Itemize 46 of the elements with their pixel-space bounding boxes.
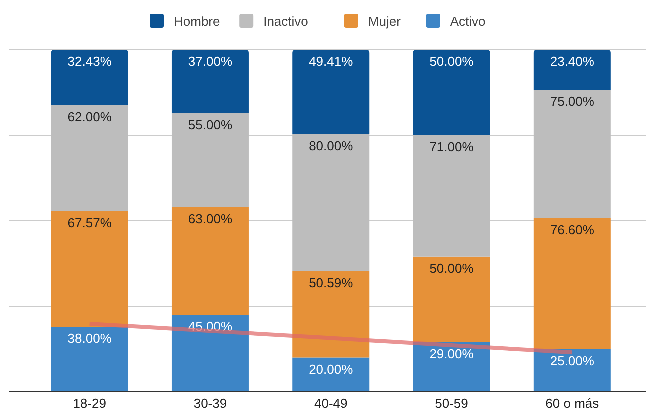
bar	[51, 105, 128, 212]
x-tick-label: 30-39	[194, 396, 228, 410]
data-label: 49.41%	[309, 54, 354, 69]
data-label: 20.00%	[309, 362, 354, 377]
data-label: 50.00%	[430, 260, 474, 276]
bar	[534, 90, 611, 218]
data-label: 25.00%	[550, 353, 595, 368]
legend-label: Mujer	[368, 14, 402, 29]
x-tick-label: 60 o más	[546, 396, 600, 410]
bar	[292, 271, 370, 358]
bar	[413, 136, 490, 257]
bar	[413, 50, 490, 136]
data-label: 50.00%	[430, 54, 474, 69]
bar	[292, 50, 370, 134]
data-label: 80.00%	[309, 138, 354, 154]
legend-label: Inactivo	[264, 14, 308, 29]
data-label: 62.00%	[68, 109, 112, 124]
data-label: 38.00%	[68, 331, 112, 346]
data-label: 29.00%	[430, 346, 474, 362]
bar	[51, 50, 128, 106]
bar	[172, 113, 249, 208]
x-tick-label: 40-49	[314, 396, 348, 410]
bar	[292, 358, 370, 392]
bar	[413, 256, 490, 342]
x-tick-label: 18-29	[73, 396, 106, 410]
data-label: 37.00%	[188, 54, 233, 69]
data-label: 63.00%	[188, 211, 233, 226]
bar	[51, 327, 128, 392]
bar	[534, 50, 611, 90]
data-label: 71.00%	[430, 140, 474, 154]
bar	[534, 218, 611, 350]
legend-label: Hombre	[174, 14, 220, 29]
bar	[172, 50, 249, 114]
data-label: 75.00%	[550, 94, 595, 110]
data-label: 55.00%	[188, 117, 233, 132]
legend-label: Activo	[450, 14, 486, 29]
bar	[172, 315, 249, 392]
x-tick-label: 50-59	[435, 396, 468, 410]
bar	[292, 134, 370, 272]
data-label: 32.43%	[68, 54, 112, 69]
data-label: 23.40%	[550, 54, 595, 69]
data-label: 50.59%	[309, 275, 354, 290]
data-label: 67.57%	[68, 215, 112, 230]
bar	[51, 211, 128, 328]
data-label: 76.60%	[550, 222, 595, 238]
bar	[172, 207, 249, 316]
